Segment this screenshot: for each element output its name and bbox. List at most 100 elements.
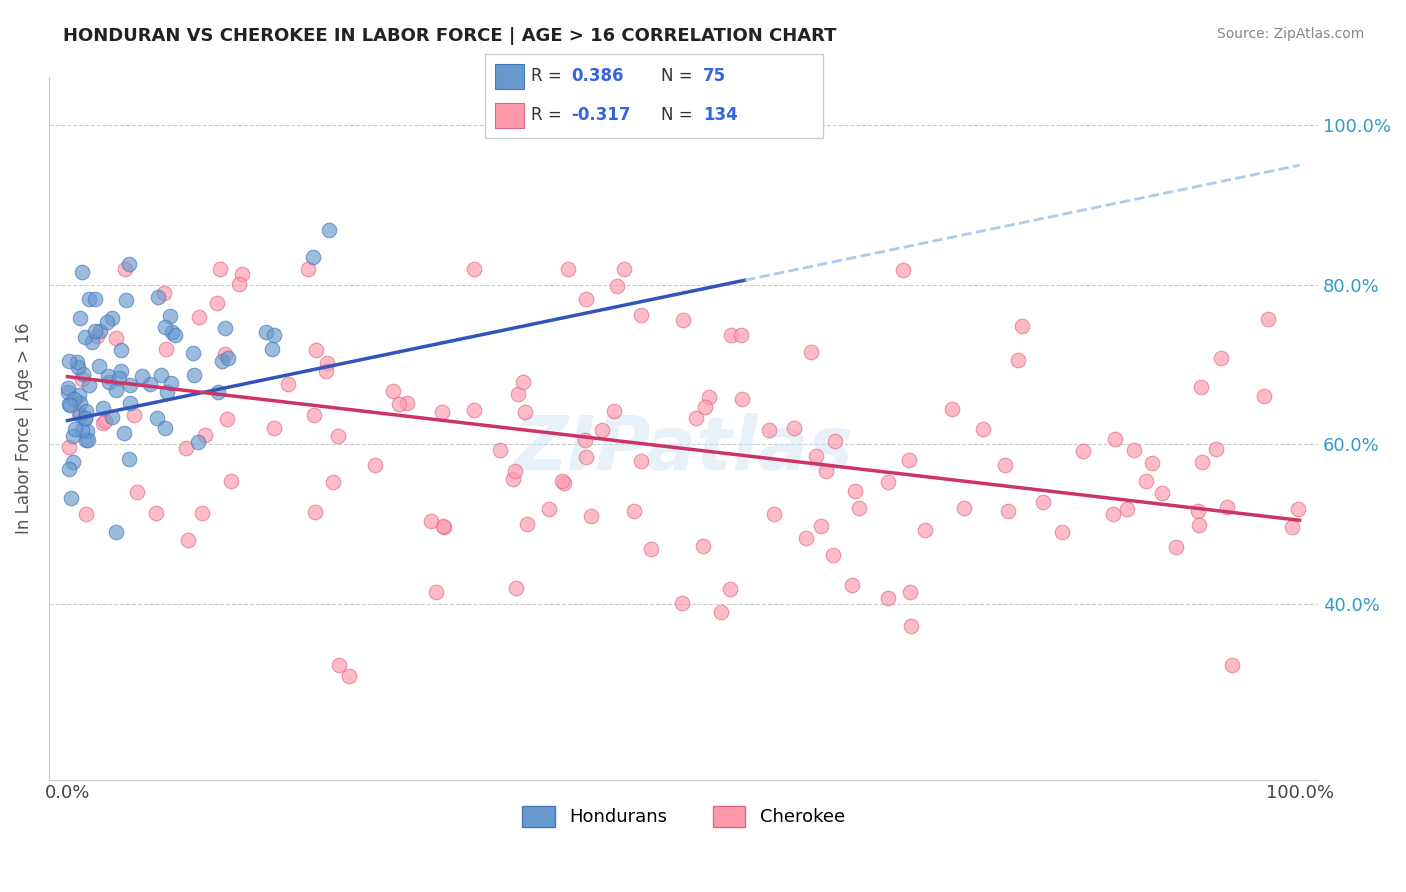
Text: 75: 75 bbox=[703, 68, 725, 86]
Point bbox=[89, 324, 111, 338]
Point bbox=[94, 414, 117, 428]
Point bbox=[1187, 517, 1209, 532]
Text: ZIPatlas: ZIPatlas bbox=[513, 413, 853, 486]
Point bbox=[84, 292, 107, 306]
Point bbox=[1281, 519, 1303, 533]
Point bbox=[110, 364, 132, 378]
Point bbox=[794, 531, 817, 545]
Point bbox=[800, 345, 823, 359]
Point bbox=[824, 434, 846, 448]
Point bbox=[1191, 455, 1213, 469]
Point bbox=[891, 263, 914, 277]
Point bbox=[76, 433, 98, 447]
Point bbox=[219, 474, 242, 488]
Point bbox=[277, 376, 299, 391]
Point bbox=[503, 464, 526, 478]
Point bbox=[118, 257, 141, 271]
Point bbox=[72, 367, 94, 381]
Point bbox=[262, 342, 284, 356]
Point bbox=[76, 425, 98, 439]
Point bbox=[395, 396, 418, 410]
Point bbox=[63, 422, 86, 436]
Point bbox=[1011, 319, 1033, 334]
Point bbox=[209, 262, 232, 277]
Point bbox=[953, 500, 976, 515]
Point bbox=[127, 485, 149, 500]
Point bbox=[297, 262, 319, 277]
Point bbox=[1104, 432, 1126, 446]
Point bbox=[783, 421, 806, 435]
Point bbox=[211, 354, 233, 368]
Point bbox=[87, 359, 110, 373]
Point bbox=[537, 501, 560, 516]
Point bbox=[62, 392, 84, 407]
Text: N =: N = bbox=[661, 68, 692, 86]
Point bbox=[506, 387, 529, 401]
Point bbox=[591, 423, 613, 437]
Point bbox=[898, 453, 921, 467]
Point bbox=[77, 378, 100, 392]
Point bbox=[316, 356, 339, 370]
Point bbox=[304, 505, 326, 519]
Point bbox=[720, 328, 742, 343]
Point bbox=[432, 519, 454, 533]
Point bbox=[730, 328, 752, 343]
Point bbox=[848, 501, 870, 516]
Point bbox=[114, 293, 136, 308]
Point bbox=[84, 324, 107, 338]
Text: R =: R = bbox=[530, 106, 561, 124]
Point bbox=[613, 262, 636, 277]
Point bbox=[337, 669, 360, 683]
Point bbox=[1189, 380, 1212, 394]
Text: HONDURAN VS CHEROKEE IN LABOR FORCE | AGE > 16 CORRELATION CHART: HONDURAN VS CHEROKEE IN LABOR FORCE | AG… bbox=[63, 27, 837, 45]
Point bbox=[630, 309, 652, 323]
Point bbox=[153, 421, 176, 435]
Point bbox=[183, 368, 205, 382]
Point bbox=[114, 262, 136, 277]
Point bbox=[489, 443, 512, 458]
Point bbox=[993, 458, 1015, 472]
Point bbox=[1150, 486, 1173, 500]
Point bbox=[156, 384, 179, 399]
Point bbox=[58, 462, 80, 476]
Point bbox=[191, 506, 214, 520]
Point bbox=[1164, 540, 1187, 554]
Point bbox=[304, 343, 326, 357]
Point bbox=[941, 402, 963, 417]
Point bbox=[806, 449, 828, 463]
Point bbox=[56, 381, 79, 395]
Point bbox=[420, 514, 443, 528]
Point bbox=[214, 347, 236, 361]
Point bbox=[120, 377, 142, 392]
Point bbox=[205, 296, 228, 310]
Point bbox=[159, 309, 181, 323]
Point bbox=[513, 405, 536, 419]
Point bbox=[463, 262, 485, 277]
Point bbox=[574, 293, 596, 307]
Point bbox=[86, 329, 108, 343]
Point bbox=[692, 539, 714, 553]
Point bbox=[97, 369, 120, 384]
Point bbox=[1211, 351, 1233, 365]
Point bbox=[160, 376, 183, 391]
Point bbox=[557, 262, 579, 277]
Point bbox=[155, 320, 177, 334]
Point bbox=[512, 375, 534, 389]
Point bbox=[1257, 312, 1279, 326]
Point bbox=[1102, 507, 1125, 521]
Point bbox=[69, 311, 91, 326]
Point bbox=[105, 384, 128, 398]
Point bbox=[58, 354, 80, 368]
Point bbox=[228, 277, 250, 291]
Point bbox=[1071, 443, 1094, 458]
Point bbox=[1142, 456, 1164, 470]
Point bbox=[75, 404, 97, 418]
Point bbox=[630, 454, 652, 468]
Point bbox=[505, 581, 527, 595]
Point bbox=[302, 250, 325, 264]
Point bbox=[70, 423, 93, 437]
Point bbox=[145, 506, 167, 520]
Text: 134: 134 bbox=[703, 106, 738, 124]
Point bbox=[75, 507, 97, 521]
Point bbox=[425, 584, 447, 599]
